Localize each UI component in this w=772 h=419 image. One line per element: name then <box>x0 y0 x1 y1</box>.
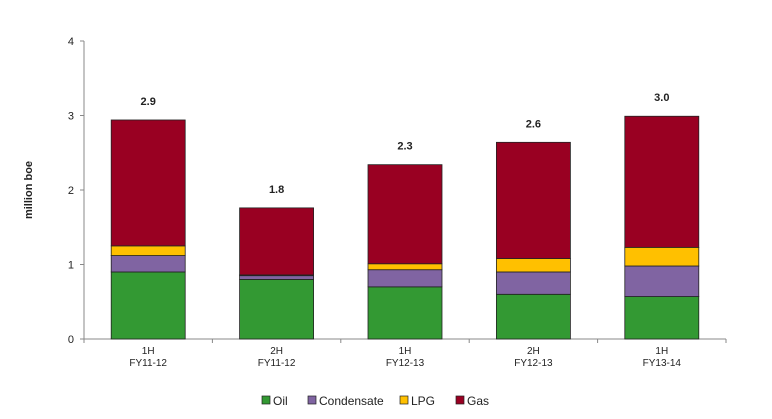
legend-swatch-gas <box>455 395 465 405</box>
y-tick-label: 4 <box>68 36 74 48</box>
legend-swatch-lpg <box>399 395 409 405</box>
legend-swatch-oil <box>261 395 271 405</box>
bar-segment-lpg <box>367 263 443 271</box>
x-tick-label: FY12-13 <box>514 358 553 369</box>
bar-segment-lpg <box>110 245 186 256</box>
bar-segment-condensate <box>624 265 700 297</box>
bar-segment-gas <box>367 164 443 265</box>
y-tick-label: 3 <box>68 111 74 123</box>
y-tick-label: 1 <box>68 260 74 272</box>
bar-segment-condensate <box>495 271 571 295</box>
y-tick-label: 2 <box>68 185 74 197</box>
total-label: 2.6 <box>526 118 541 130</box>
bar-segment-oil <box>624 296 700 340</box>
bar-segment-lpg <box>495 258 571 273</box>
bar-segment-oil <box>495 293 571 340</box>
x-tick-label: FY11-12 <box>258 358 296 369</box>
bar-segment-oil <box>367 286 443 340</box>
bar-segment-condensate <box>110 255 186 273</box>
total-label: 1.8 <box>269 184 284 196</box>
total-labels: 2.9 1.8 2.3 2.6 3.0 <box>141 92 670 196</box>
bars <box>110 115 700 340</box>
legend-label-gas: Gas <box>467 394 489 408</box>
total-label: 2.3 <box>397 141 412 153</box>
y-tick-label: 0 <box>68 334 74 346</box>
bar-segment-oil <box>239 278 315 340</box>
x-tick-label: 1H <box>142 346 155 357</box>
x-tick-label: FY12-13 <box>386 358 425 369</box>
bar-segment-gas <box>624 115 700 248</box>
x-tick-label: FY13-14 <box>643 358 682 369</box>
legend-swatch-condensate <box>307 395 317 405</box>
bar-segment-oil <box>110 271 186 340</box>
y-axis-title: million boe <box>23 161 35 219</box>
y-ticks: 0 1 2 3 4 <box>68 36 84 346</box>
total-label: 2.9 <box>141 96 156 108</box>
total-label: 3.0 <box>654 92 669 104</box>
legend-label-oil: Oil <box>273 394 288 408</box>
bar-segment-gas <box>239 207 315 276</box>
bar-segment-gas <box>110 119 186 247</box>
bar-segment-gas <box>495 141 571 259</box>
x-ticks: 1HFY11-122HFY11-121HFY12-132HFY12-131HFY… <box>83 339 727 369</box>
bar-segment-lpg <box>624 246 700 267</box>
x-tick-label: 2H <box>270 346 283 357</box>
x-tick-label: 2H <box>527 346 540 357</box>
x-tick-label: FY11-12 <box>129 358 167 369</box>
legend: Oil Condensate LPG Gas <box>261 394 489 408</box>
bar-segment-condensate <box>367 269 443 288</box>
x-tick-label: 1H <box>399 346 412 357</box>
legend-label-lpg: LPG <box>411 394 435 408</box>
legend-label-condensate: Condensate <box>319 394 384 408</box>
bar-segment-condensate <box>239 275 315 280</box>
x-tick-label: 1H <box>655 346 668 357</box>
